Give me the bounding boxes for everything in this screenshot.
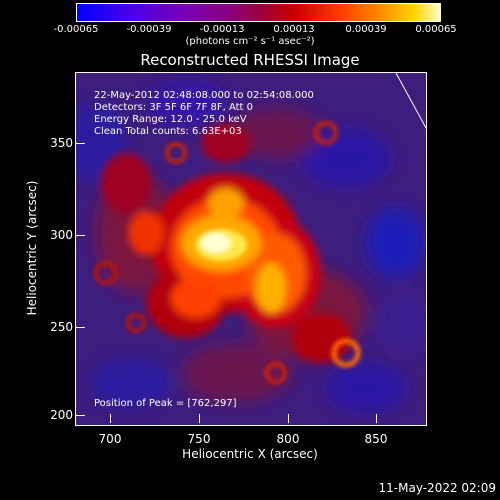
y-axis-label: Heliocentric Y (arcsec)	[25, 180, 39, 316]
x-tick-mark	[199, 414, 200, 423]
colorbar-tick: 0.00065	[415, 24, 457, 35]
colorbar-tick: 0.00039	[345, 24, 387, 35]
image-title: Reconstructed RHESSI Image	[140, 51, 360, 69]
x-tick-label: 850	[364, 432, 388, 446]
colorbar-tick: 0.00013	[273, 24, 315, 35]
x-tick-mark	[288, 414, 289, 423]
x-tick-mark	[376, 414, 377, 423]
colorbar-tick: -0.00013	[199, 24, 245, 35]
colorbar	[76, 3, 441, 22]
energy-range-label: Energy Range: 12.0 - 25.0 keV	[94, 114, 247, 125]
rhessi-image	[75, 72, 427, 426]
x-tick-label: 750	[187, 432, 211, 446]
colorbar-tick: -0.00065	[53, 24, 99, 35]
peak-position-label: Position of Peak = [762,297]	[94, 398, 237, 409]
detectors-label: Detectors: 3F 5F 6F 7F 8F, Att 0	[94, 102, 254, 113]
y-tick-mark	[76, 415, 85, 416]
y-tick-label: 300	[50, 228, 73, 242]
y-tick-label: 250	[50, 320, 73, 334]
y-tick-label: 350	[50, 136, 73, 150]
clean-counts-label: Clean Total counts: 6.63E+03	[94, 126, 242, 137]
x-axis-label: Heliocentric X (arcsec)	[182, 447, 318, 461]
rhessi-image-canvas	[76, 73, 426, 425]
generation-timestamp: 11-May-2022 02:09	[378, 481, 496, 495]
colorbar-tick: -0.00039	[126, 24, 172, 35]
observation-time: 22-May-2012 02:48:08.000 to 02:54:08.000	[94, 90, 314, 101]
colorbar-units: (photons cm⁻² s⁻¹ asec⁻²)	[185, 36, 315, 47]
x-tick-label: 700	[98, 432, 122, 446]
y-tick-mark	[76, 143, 85, 144]
y-tick-mark	[76, 235, 85, 236]
y-tick-mark	[76, 327, 85, 328]
x-tick-label: 800	[276, 432, 300, 446]
x-tick-mark	[110, 414, 111, 423]
y-tick-label: 200	[50, 408, 73, 422]
